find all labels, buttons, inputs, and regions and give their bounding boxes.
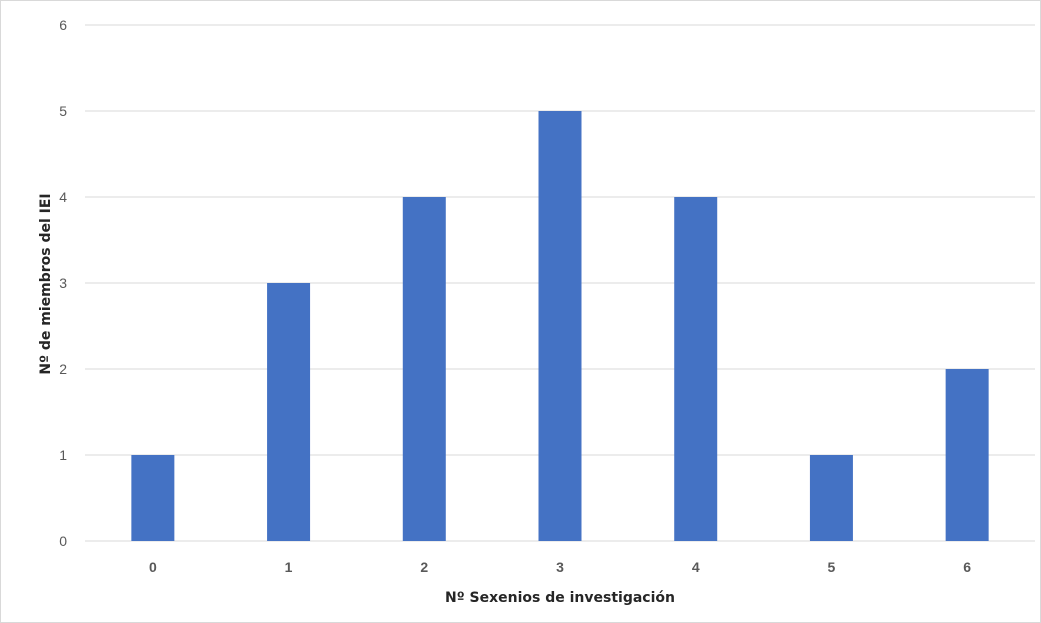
x-tick-label: 0: [149, 559, 157, 575]
y-axis-title: Nº de miembros del IEI: [38, 193, 54, 374]
x-tick-label: 3: [556, 559, 564, 575]
y-tick-label: 0: [59, 533, 67, 549]
bars: [131, 111, 989, 541]
x-axis-ticks: 0 1 2 3 4 5 6: [149, 559, 971, 575]
x-tick-label: 6: [963, 559, 971, 575]
y-axis-ticks: 0 1 2 3 4 5 6: [59, 17, 67, 549]
x-tick-label: 2: [420, 559, 428, 575]
x-axis-title: Nº Sexenios de investigación: [445, 590, 675, 606]
bar-1: [267, 283, 311, 541]
y-tick-label: 4: [59, 189, 67, 205]
y-tick-label: 6: [59, 17, 67, 33]
y-tick-label: 2: [59, 361, 67, 377]
y-tick-label: 3: [59, 275, 67, 291]
x-tick-label: 1: [285, 559, 293, 575]
bar-4: [674, 197, 718, 541]
bar-6: [945, 369, 989, 541]
x-tick-label: 4: [692, 559, 700, 575]
bar-3: [538, 111, 582, 541]
y-tick-label: 1: [59, 447, 67, 463]
y-tick-label: 5: [59, 103, 67, 119]
x-tick-label: 5: [828, 559, 836, 575]
bar-2: [402, 197, 446, 541]
bar-0: [131, 455, 175, 541]
bar-5: [809, 455, 853, 541]
